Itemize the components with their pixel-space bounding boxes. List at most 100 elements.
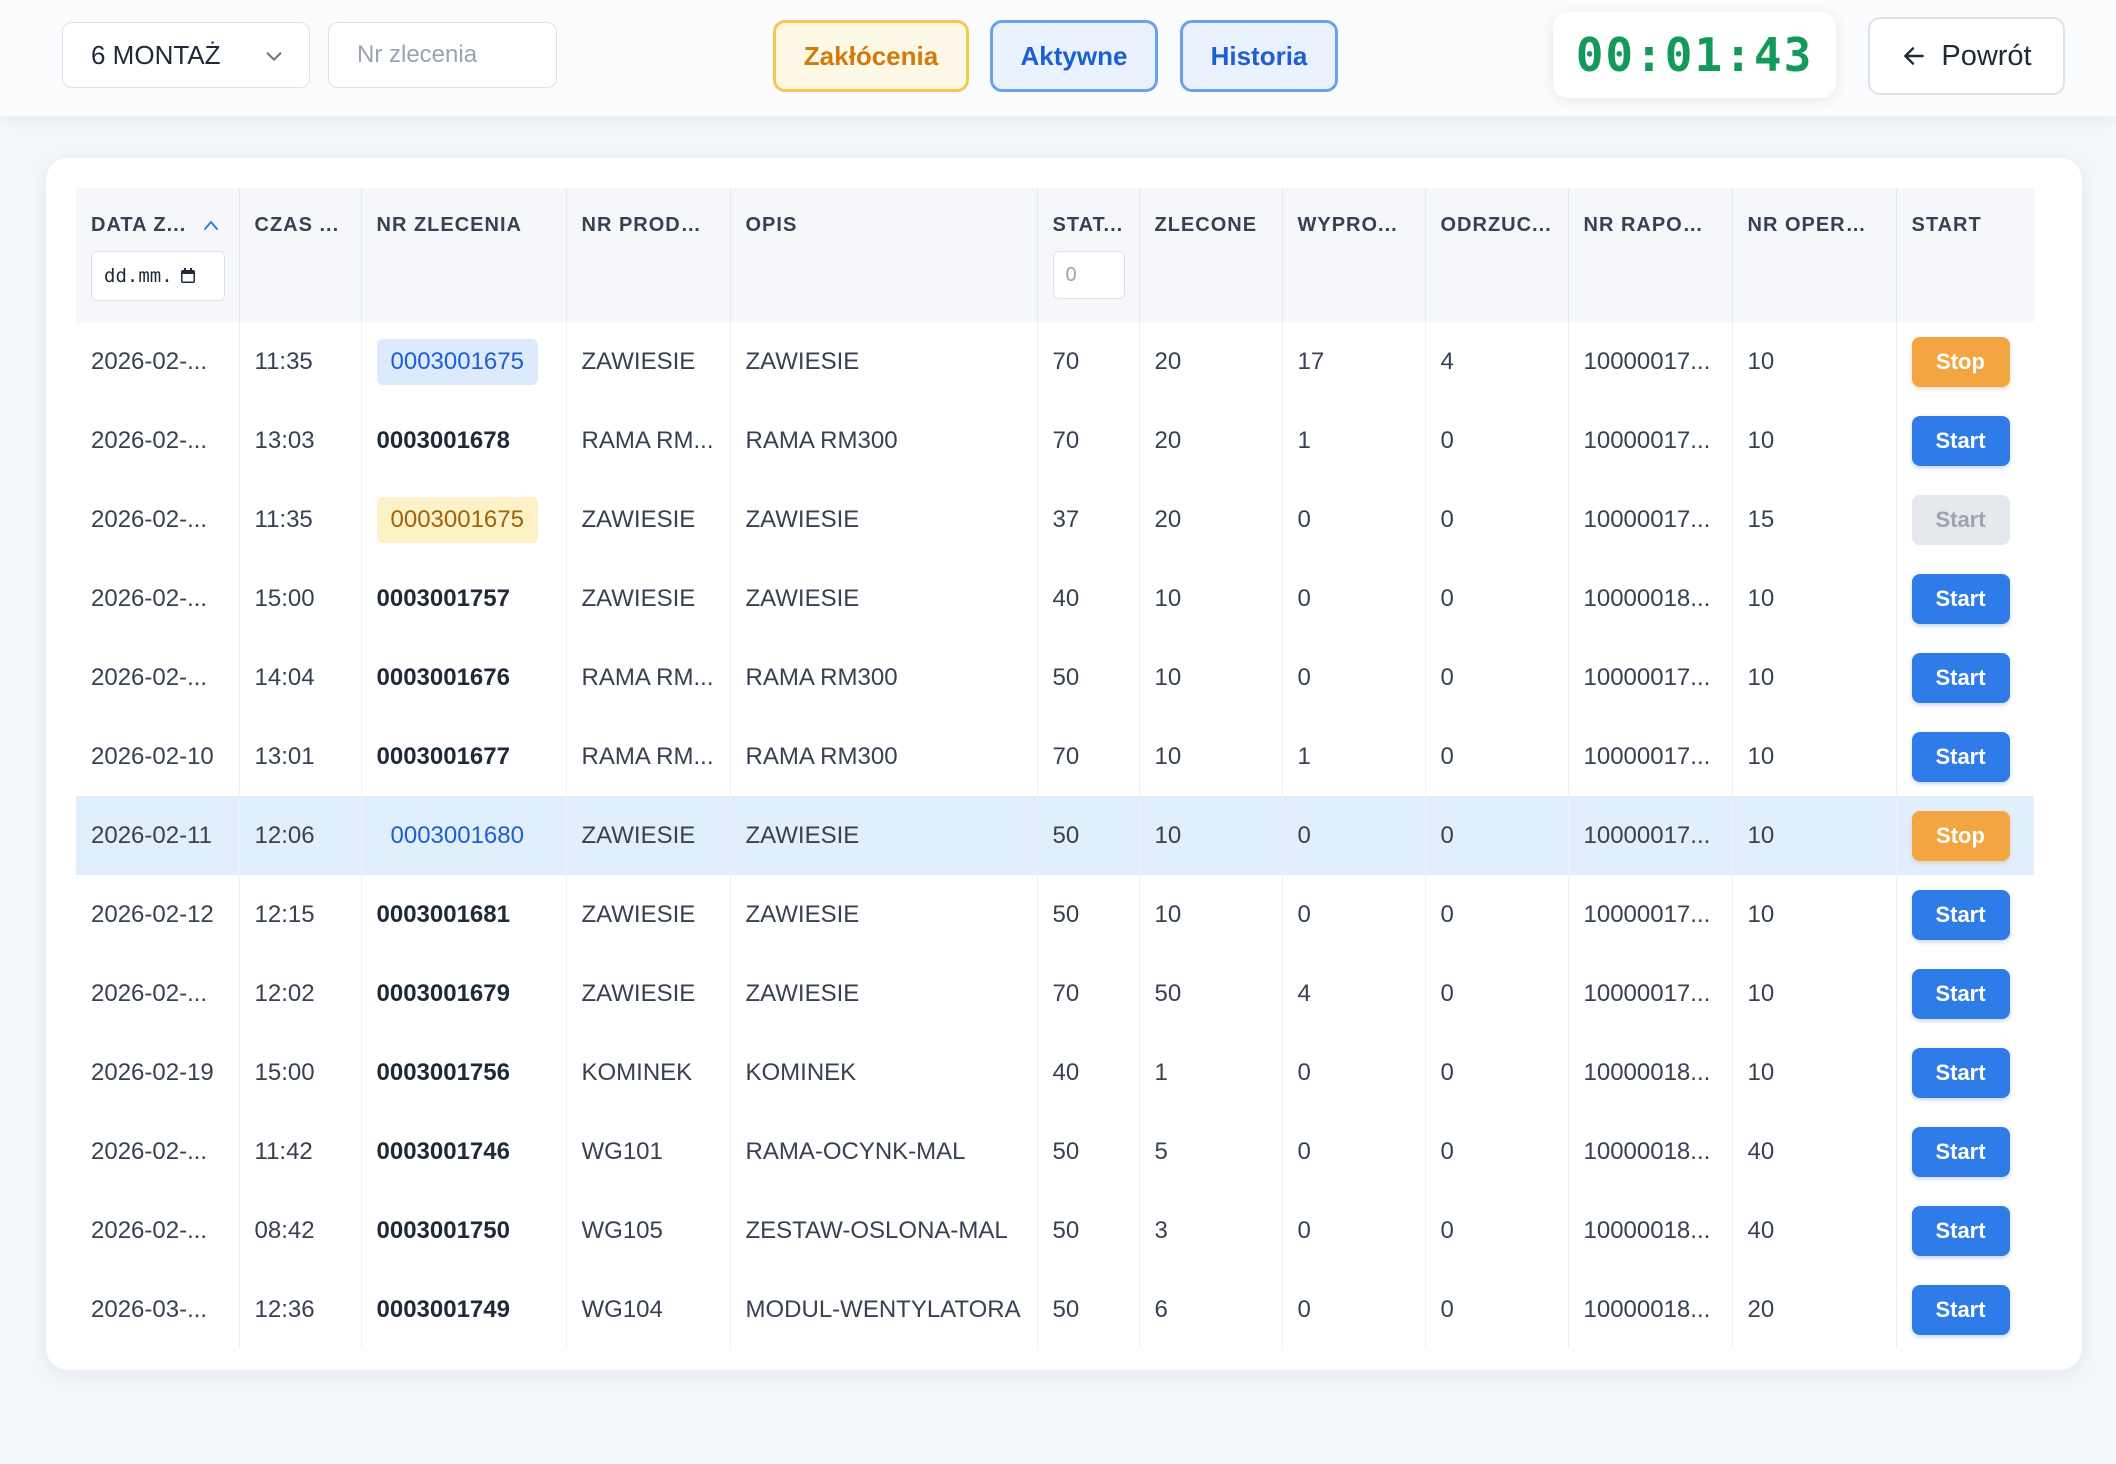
- cell-order-number[interactable]: 0003001678: [361, 401, 567, 480]
- cell-produced: 0: [1282, 796, 1426, 875]
- table-row[interactable]: 2026-02-... 14:04 0003001676 RAMA RM... RAMA…: [76, 638, 2034, 717]
- date-filter-input[interactable]: dd.mm.: [91, 251, 225, 301]
- column-header-rejected[interactable]: ODRZUC...: [1425, 188, 1569, 322]
- column-header-status[interactable]: STAT... 0: [1037, 188, 1140, 322]
- status-filter-input[interactable]: 0: [1052, 251, 1125, 299]
- cell-order-number[interactable]: 0003001677: [361, 717, 567, 796]
- start-button[interactable]: Start: [1911, 1284, 2010, 1335]
- cell-order-number[interactable]: 0003001681: [361, 875, 567, 954]
- cell-produced: 0: [1282, 1191, 1426, 1270]
- start-button[interactable]: Start: [1911, 968, 2010, 1019]
- cell-order-number[interactable]: 0003001675: [361, 322, 567, 401]
- table-row[interactable]: 2026-02-19 15:00 0003001756 KOMINEK KOMINEK 4…: [76, 1033, 2034, 1112]
- history-button[interactable]: Historia: [1180, 20, 1338, 92]
- table-row[interactable]: 2026-02-... 15:00 0003001757 ZAWIESIE ZAWIES…: [76, 559, 2034, 638]
- table-row[interactable]: 2026-02-... 11:35 0003001675 ZAWIESIE ZAWIES…: [76, 480, 2034, 559]
- cell-status: 50: [1037, 1270, 1140, 1349]
- order-number-link[interactable]: 0003001675: [376, 496, 538, 543]
- cell-produced: 1: [1282, 717, 1426, 796]
- order-number-link[interactable]: 0003001681: [376, 900, 510, 928]
- cell-order-number[interactable]: 0003001679: [361, 954, 567, 1033]
- cell-status: 50: [1037, 796, 1140, 875]
- column-header-report-number[interactable]: NR RAPOR...: [1568, 188, 1733, 322]
- production-line-select[interactable]: 6 MONTAŻ: [62, 22, 310, 88]
- cell-order-number[interactable]: 0003001756: [361, 1033, 567, 1112]
- start-button[interactable]: Start: [1911, 1205, 2010, 1256]
- column-header-label: STAT...: [1052, 214, 1124, 236]
- table-row[interactable]: 2026-02-... 08:42 0003001750 WG105 ZESTAW-OS…: [76, 1191, 2034, 1270]
- stop-button[interactable]: Stop: [1911, 336, 2010, 387]
- cell-order-number[interactable]: 0003001746: [361, 1112, 567, 1191]
- order-number-link[interactable]: 0003001676: [376, 663, 510, 691]
- cell-produced: 0: [1282, 480, 1426, 559]
- column-header-description[interactable]: OPIS: [730, 188, 1038, 322]
- cell-action: Start: [1896, 1033, 2034, 1112]
- cell-end-date: 2026-02-11: [76, 796, 240, 875]
- start-button[interactable]: Start: [1911, 1047, 2010, 1098]
- start-button[interactable]: Start: [1911, 415, 2010, 466]
- cell-action: Start: [1896, 717, 2034, 796]
- cell-product-number: ZAWIESIE: [566, 954, 731, 1033]
- back-button[interactable]: Powrót: [1868, 17, 2065, 95]
- cell-rejected: 0: [1425, 717, 1569, 796]
- order-number-link[interactable]: 0003001678: [376, 426, 510, 454]
- start-button[interactable]: Start: [1911, 731, 2010, 782]
- column-header-end-date[interactable]: DATA Z... dd.mm.: [76, 188, 240, 322]
- column-header-operation-number[interactable]: NR OPERA...: [1732, 188, 1897, 322]
- cell-description: ZAWIESIE: [730, 875, 1038, 954]
- table-row[interactable]: 2026-03-... 12:36 0003001749 WG104 MODUL-WEN…: [76, 1270, 2034, 1349]
- column-header-product-number[interactable]: NR PRODU...: [566, 188, 731, 322]
- table-row[interactable]: 2026-02-... 11:35 0003001675 ZAWIESIE ZAWIES…: [76, 322, 2034, 401]
- order-number-link[interactable]: 0003001679: [376, 979, 510, 1007]
- cell-order-number[interactable]: 0003001675: [361, 480, 567, 559]
- order-number-link[interactable]: 0003001746: [376, 1137, 510, 1165]
- table-row[interactable]: 2026-02-11 12:06 0003001680 ZAWIESIE ZAWIESI…: [76, 796, 2034, 875]
- order-number-link[interactable]: 0003001675: [376, 338, 538, 385]
- start-button[interactable]: Start: [1911, 652, 2010, 703]
- cell-operation-number: 40: [1732, 1112, 1897, 1191]
- start-button[interactable]: Start: [1911, 573, 2010, 624]
- stop-button[interactable]: Stop: [1911, 810, 2010, 861]
- disruptions-button[interactable]: Zakłócenia: [773, 20, 969, 92]
- column-header-ordered[interactable]: ZLECONE: [1139, 188, 1283, 322]
- active-button[interactable]: Aktywne: [990, 20, 1158, 92]
- cell-order-number[interactable]: 0003001749: [361, 1270, 567, 1349]
- cell-end-time: 11:35: [239, 322, 362, 401]
- cell-order-number[interactable]: 0003001750: [361, 1191, 567, 1270]
- cell-end-time: 11:42: [239, 1112, 362, 1191]
- table-row[interactable]: 2026-02-... 13:03 0003001678 RAMA RM... RAMA…: [76, 401, 2034, 480]
- cell-order-number[interactable]: 0003001757: [361, 559, 567, 638]
- start-button[interactable]: Start: [1911, 889, 2010, 940]
- cell-operation-number: 10: [1732, 717, 1897, 796]
- order-number-link[interactable]: 0003001756: [376, 1058, 510, 1086]
- start-button[interactable]: Start: [1911, 1126, 2010, 1177]
- cell-produced: 0: [1282, 559, 1426, 638]
- column-header-produced[interactable]: WYPRO...: [1282, 188, 1426, 322]
- column-header-order-number[interactable]: NR ZLECENIA: [361, 188, 567, 322]
- cell-report-number: 10000018...: [1568, 1033, 1733, 1112]
- table-row[interactable]: 2026-02-10 13:01 0003001677 RAMA RM... RAMA …: [76, 717, 2034, 796]
- cell-description: MODUL-WENTYLATORA: [730, 1270, 1038, 1349]
- order-number-link[interactable]: 0003001757: [376, 584, 510, 612]
- order-number-link[interactable]: 0003001680: [390, 821, 524, 849]
- calendar-icon[interactable]: [179, 267, 197, 285]
- table-row[interactable]: 2026-02-... 11:42 0003001746 WG101 RAMA-OCYN…: [76, 1112, 2034, 1191]
- cell-ordered: 20: [1139, 480, 1283, 559]
- cell-end-time: 11:35: [239, 480, 362, 559]
- cell-order-number[interactable]: 0003001676: [361, 638, 567, 717]
- table-row[interactable]: 2026-02-12 12:15 0003001681 ZAWIESIE ZAWIESI…: [76, 875, 2034, 954]
- cell-status: 70: [1037, 401, 1140, 480]
- cell-product-number: ZAWIESIE: [566, 480, 731, 559]
- cell-status: 50: [1037, 1191, 1140, 1270]
- cell-rejected: 0: [1425, 1112, 1569, 1191]
- cell-order-number[interactable]: 0003001680: [361, 796, 567, 875]
- sort-ascending-icon[interactable]: [202, 218, 220, 232]
- order-number-link[interactable]: 0003001677: [376, 742, 510, 770]
- order-number-link[interactable]: 0003001749: [376, 1295, 510, 1323]
- top-bar: 6 MONTAŻ Zakłócenia Aktywne Historia 00:…: [0, 0, 2116, 117]
- order-number-input[interactable]: [328, 22, 557, 88]
- table-row[interactable]: 2026-02-... 12:02 0003001679 ZAWIESIE ZAWIES…: [76, 954, 2034, 1033]
- order-number-link[interactable]: 0003001750: [376, 1216, 510, 1244]
- column-header-end-time[interactable]: CZAS ...: [239, 188, 362, 322]
- start-button: Start: [1911, 494, 2010, 545]
